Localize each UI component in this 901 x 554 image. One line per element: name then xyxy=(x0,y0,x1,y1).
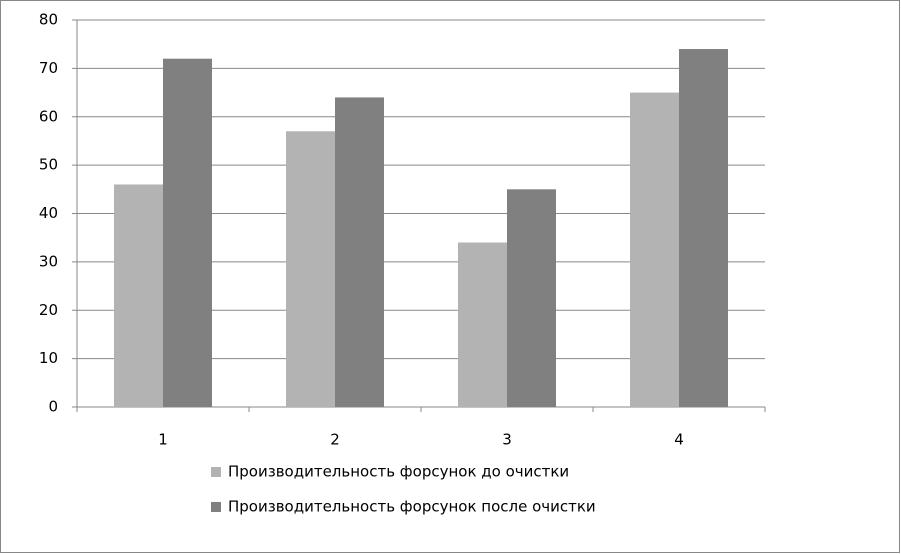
legend-swatch xyxy=(211,467,221,477)
y-tick-label: 80 xyxy=(39,11,58,29)
bar xyxy=(630,92,679,407)
y-tick-label: 0 xyxy=(48,398,58,416)
y-tick-label: 40 xyxy=(39,204,58,222)
x-tick-label: 3 xyxy=(502,431,512,449)
legend-swatch xyxy=(211,502,221,512)
y-tick-label: 50 xyxy=(39,156,58,174)
bar xyxy=(458,242,507,407)
legend-label: Производительность форсунок до очистки xyxy=(228,463,569,481)
y-tick-label: 10 xyxy=(39,349,58,367)
bar xyxy=(163,58,212,407)
legend-label: Производительность форсунок после очистк… xyxy=(228,498,596,516)
y-tick-label: 60 xyxy=(39,107,58,125)
bar xyxy=(286,131,335,407)
y-tick-label: 20 xyxy=(39,301,58,319)
bar xyxy=(114,184,163,407)
bar xyxy=(335,97,384,408)
y-tick-label: 30 xyxy=(39,252,58,270)
y-tick-label: 70 xyxy=(39,59,58,77)
x-tick-label: 1 xyxy=(158,431,168,449)
x-tick-label: 4 xyxy=(674,431,684,449)
bar xyxy=(679,49,728,408)
x-tick-label: 2 xyxy=(330,431,340,449)
bar xyxy=(507,189,556,407)
